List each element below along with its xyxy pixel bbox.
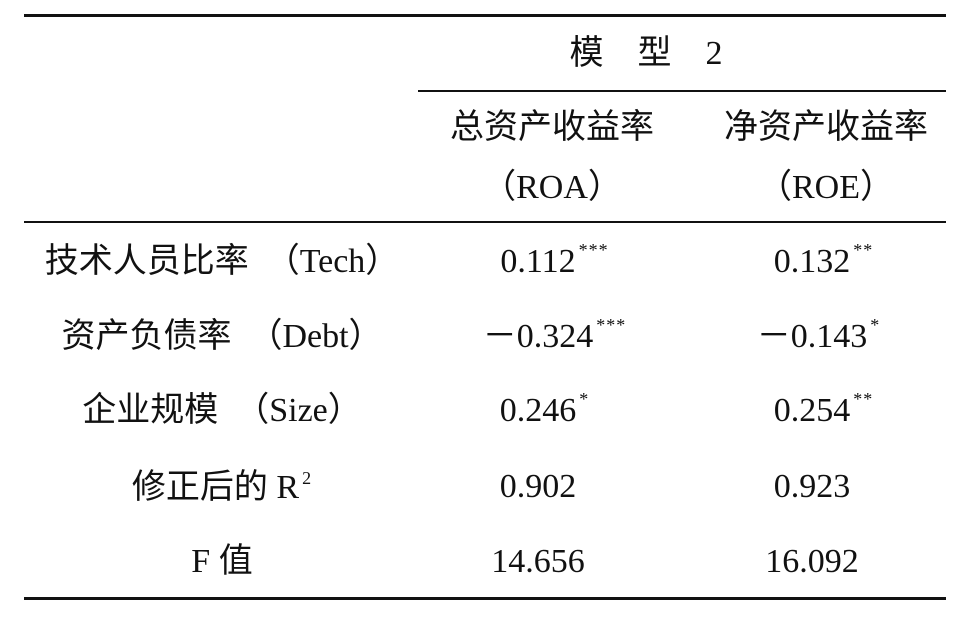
significance: *** xyxy=(596,315,627,335)
column-abbr: （ROE） xyxy=(758,169,894,206)
row-label-text: 资产负债率 （Debt） xyxy=(61,318,383,355)
significance: * xyxy=(870,315,881,335)
value-cell: －0.324 *** xyxy=(482,316,626,355)
row-label-text: F 值 xyxy=(191,543,253,580)
group-rule xyxy=(418,90,946,92)
value-cell: 0.254 ** xyxy=(773,390,873,429)
value-cell: 0.112 *** xyxy=(500,241,607,280)
row-label: 资产负债率 （Debt） xyxy=(61,320,382,354)
column-name: 总资产收益率 xyxy=(450,109,654,146)
value: 0.902 xyxy=(499,468,577,505)
value: 0.132 xyxy=(773,243,851,280)
row-label: F 值 xyxy=(191,545,252,579)
bottom-rule xyxy=(24,597,946,600)
value: 16.092 xyxy=(765,543,859,580)
value-cell: 0.246 * xyxy=(499,390,589,429)
group-header: 模 型 2 xyxy=(569,35,723,72)
row-label: 企业规模 （Size） xyxy=(82,394,362,428)
significance: ** xyxy=(853,240,874,260)
row-label: 技术人员比率 （Tech） xyxy=(45,245,400,279)
significance: ** xyxy=(853,389,874,409)
row-label-text: 企业规模 （Size） xyxy=(82,392,362,429)
row-label-text: 技术人员比率 （Tech） xyxy=(44,243,400,280)
value-cell: 14.656 xyxy=(491,545,585,579)
value: －0.143 xyxy=(756,318,868,355)
value: 0.254 xyxy=(773,392,851,429)
value: 14.656 xyxy=(491,543,585,580)
significance: *** xyxy=(578,240,609,260)
value-cell: －0.143 * xyxy=(756,316,880,355)
header-rule xyxy=(24,221,946,223)
value-cell: 0.132 ** xyxy=(773,241,873,280)
row-label-sup: 2 xyxy=(302,468,313,488)
significance: * xyxy=(579,389,590,409)
value: －0.324 xyxy=(482,318,594,355)
value-cell: 0.902 xyxy=(500,470,577,504)
value: 0.923 xyxy=(773,468,851,505)
value-cell: 16.092 xyxy=(765,545,859,579)
value: 0.112 xyxy=(500,243,576,280)
column-abbr: （ROA） xyxy=(482,169,622,206)
value-cell: 0.923 xyxy=(774,470,851,504)
column-name: 净资产收益率 xyxy=(724,109,928,146)
value: 0.246 xyxy=(499,392,577,429)
row-label-text: 修正后的 R xyxy=(131,469,300,506)
top-rule xyxy=(24,14,946,17)
